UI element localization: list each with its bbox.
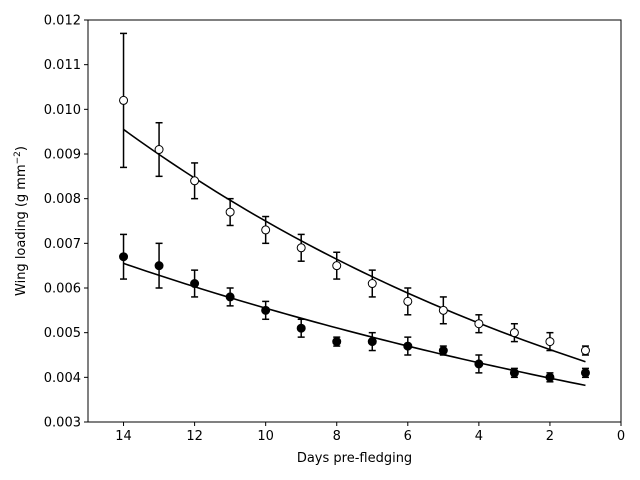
data-point-open xyxy=(261,225,271,235)
x-tick-label: 12 xyxy=(186,429,203,444)
data-point-filled xyxy=(580,368,590,378)
data-point-filled xyxy=(509,368,519,378)
y-tick-label: 0.007 xyxy=(44,237,81,252)
y-tick-label: 0.010 xyxy=(44,103,81,118)
data-point-filled xyxy=(154,261,164,271)
plot-area xyxy=(119,32,590,387)
data-point-filled xyxy=(225,292,235,302)
data-point-open xyxy=(225,207,235,217)
data-point-filled xyxy=(296,323,306,333)
y-tick-label: 0.005 xyxy=(44,326,81,341)
data-point-filled xyxy=(190,279,200,289)
data-point-filled xyxy=(403,341,413,351)
x-axis-ticks: 14 12 10 8 6 4 2 0 xyxy=(115,422,625,444)
y-tick-label: 0.008 xyxy=(44,192,81,207)
data-point-open xyxy=(190,176,200,186)
y-tick-label: 0.003 xyxy=(44,416,81,431)
y-tick-label: 0.004 xyxy=(44,371,81,386)
data-point-open xyxy=(580,346,590,356)
data-point-filled xyxy=(261,305,271,315)
data-point-open xyxy=(545,337,555,347)
fit-line-open xyxy=(123,128,586,363)
x-tick-label: 6 xyxy=(404,429,412,444)
y-tick-label: 0.006 xyxy=(44,282,81,297)
x-tick-label: 10 xyxy=(257,429,274,444)
data-point-open xyxy=(474,319,484,329)
x-tick-label: 4 xyxy=(475,429,483,444)
y-tick-label: 0.009 xyxy=(44,148,81,163)
data-point-open xyxy=(119,95,129,105)
series-filled xyxy=(119,233,590,387)
data-point-filled xyxy=(332,337,342,347)
data-point-filled xyxy=(474,359,484,369)
data-point-open xyxy=(403,296,413,306)
y-axis-label: Wing loading (g mm−2) xyxy=(13,146,29,296)
data-point-open xyxy=(438,305,448,315)
x-tick-label: 8 xyxy=(333,429,341,444)
data-point-filled xyxy=(367,337,377,347)
data-point-open xyxy=(332,261,342,271)
x-tick-label: 14 xyxy=(115,429,132,444)
x-tick-label: 0 xyxy=(617,429,625,444)
data-point-open xyxy=(367,279,377,289)
series-open xyxy=(119,32,590,363)
x-tick-label: 2 xyxy=(546,429,554,444)
fit-line-filled xyxy=(123,262,586,387)
y-tick-label: 0.012 xyxy=(44,14,81,29)
x-axis-label: Days pre-fledging xyxy=(297,451,412,466)
y-tick-label: 0.011 xyxy=(44,58,81,73)
data-point-filled xyxy=(119,252,129,262)
axes-frame xyxy=(87,19,622,423)
data-point-filled xyxy=(545,372,555,382)
data-point-filled xyxy=(438,346,448,356)
data-point-open xyxy=(509,328,519,338)
data-point-open xyxy=(296,243,306,253)
y-axis-ticks: 0.003 0.004 0.005 0.006 0.007 0.008 0.009 0.010… xyxy=(44,14,88,431)
data-point-open xyxy=(154,145,164,155)
